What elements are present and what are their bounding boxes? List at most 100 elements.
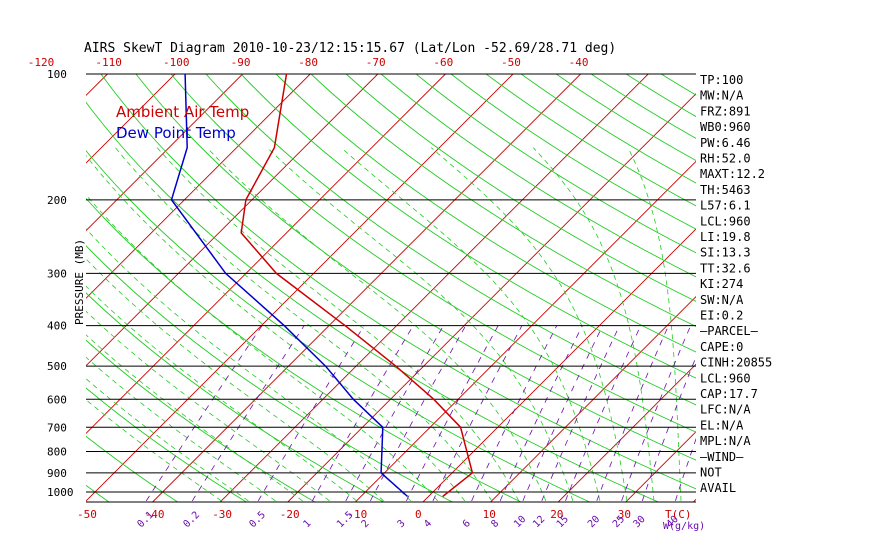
moist-adiabat-line bbox=[627, 147, 682, 501]
mixing-ratio-line bbox=[311, 325, 414, 502]
top-temperature-tick-label: -60 bbox=[433, 56, 453, 69]
x-axis-label-temperature: T(C) bbox=[665, 508, 692, 521]
moist-adiabat-line bbox=[86, 356, 276, 502]
mixing-ratio-line bbox=[145, 325, 263, 502]
stability-index-item: CAP:17.7 bbox=[700, 387, 758, 401]
stability-index-item: CINH:20855 bbox=[700, 356, 772, 370]
temperature-tick-label: -10 bbox=[347, 508, 367, 521]
top-temperature-tick-label: -50 bbox=[501, 56, 521, 69]
mixing-ratio-label: 3 bbox=[396, 518, 408, 530]
moist-adiabat-line bbox=[86, 399, 222, 502]
isotherm-line bbox=[287, 93, 696, 502]
temperature-tick-label: 10 bbox=[483, 508, 496, 521]
isotherm-line bbox=[152, 74, 581, 502]
mixing-ratio-line bbox=[541, 325, 620, 502]
pressure-tick-label: 100 bbox=[47, 68, 67, 81]
mixing-ratio-line bbox=[596, 325, 669, 502]
dry-adiabat-line bbox=[86, 101, 659, 502]
stability-index-item: —PARCEL— bbox=[700, 324, 759, 338]
isotherm-line bbox=[86, 74, 379, 367]
moist-adiabat-line bbox=[206, 147, 547, 502]
moist-adiabat-line bbox=[86, 154, 466, 502]
dry-adiabat-line bbox=[766, 74, 870, 502]
dry-adiabat-line bbox=[86, 484, 110, 502]
mixing-ratio-label: 2 bbox=[360, 518, 372, 530]
stability-index-item: SI:13.3 bbox=[700, 246, 751, 260]
mixing-ratio-line bbox=[406, 325, 499, 502]
stability-index-item: MPL:N/A bbox=[700, 434, 751, 448]
pressure-tick-label: 900 bbox=[47, 467, 67, 480]
legend-ambient-air-temp: Ambient Air Temp bbox=[116, 103, 249, 121]
pressure-tick-label: 500 bbox=[47, 360, 67, 373]
moist-adiabat-line bbox=[86, 334, 303, 502]
stability-index-item: LI:19.8 bbox=[700, 230, 751, 244]
isotherm-line bbox=[761, 74, 870, 502]
dry-adiabat-line bbox=[801, 74, 870, 502]
isotherm-line bbox=[86, 74, 108, 97]
isotherm-line bbox=[86, 74, 514, 502]
pressure-tick-label: 300 bbox=[47, 267, 67, 280]
profile-series bbox=[170, 74, 474, 498]
temperature-tick-label: 30 bbox=[618, 508, 631, 521]
stability-index-item: —WIND— bbox=[700, 450, 744, 464]
pressure-lines bbox=[86, 73, 696, 503]
stability-index-item: TH:5463 bbox=[700, 183, 751, 197]
dry-adiabat-line bbox=[86, 339, 316, 502]
top-temperature-tick-label: -80 bbox=[298, 56, 318, 69]
mixing-ratio-line bbox=[345, 325, 444, 502]
mixing-ratio-label: 6 bbox=[461, 518, 473, 530]
dry-adiabat-line bbox=[520, 74, 696, 184]
dry-adiabat-line bbox=[275, 74, 696, 353]
mixing-ratio-line bbox=[499, 325, 583, 502]
mixing-ratio-line bbox=[432, 325, 523, 502]
dry-adiabat-line bbox=[135, 74, 696, 461]
mixing-ratio-label: 0.2 bbox=[182, 510, 203, 531]
mixing-ratio-label: 10 bbox=[512, 514, 528, 530]
dry-adiabat-line bbox=[415, 74, 696, 254]
isotherm-line bbox=[422, 228, 696, 502]
mixing-ratio-label: 8 bbox=[489, 518, 501, 530]
top-temperature-tick-label: -100 bbox=[163, 56, 190, 69]
mixing-ratio-line bbox=[641, 356, 696, 502]
legend-dew-point-temp: Dew Point Temp bbox=[116, 124, 236, 142]
top-temperature-tick-label: -120 bbox=[28, 56, 55, 69]
stability-index-item: PW:6.46 bbox=[700, 136, 751, 150]
dry-adiabat-line bbox=[86, 150, 590, 502]
top-temperature-tick-label: -90 bbox=[231, 56, 251, 69]
stability-index-item: L57:6.1 bbox=[700, 199, 751, 213]
dry-adiabat-line bbox=[836, 74, 870, 502]
stability-index-item: RH:52.0 bbox=[700, 152, 751, 166]
stability-index-item: LFC:N/A bbox=[700, 403, 751, 417]
stability-index-item: NOT bbox=[700, 466, 722, 480]
y-axis-label: PRESSURE (MB) bbox=[73, 239, 86, 325]
stability-index-item: SW:N/A bbox=[700, 293, 744, 307]
pressure-tick-label: 600 bbox=[47, 393, 67, 406]
top-temperature-tick-label: -110 bbox=[95, 56, 122, 69]
stability-index-item: EL:N/A bbox=[700, 418, 744, 432]
stability-index-item: FRZ:891 bbox=[700, 104, 751, 118]
dry-adiabat-line bbox=[310, 74, 696, 327]
isotherm-line bbox=[0, 74, 40, 502]
mixing-ratio-line bbox=[191, 325, 305, 502]
dry-adiabat-line bbox=[86, 245, 453, 502]
mixing-ratio-line bbox=[565, 325, 641, 502]
mixing-ratio-label: 12 bbox=[531, 514, 547, 530]
temperature-tick-label: -20 bbox=[280, 508, 300, 521]
dry-adiabat-line bbox=[240, 74, 696, 379]
temperature-tick-label: -30 bbox=[212, 508, 232, 521]
x-axis-label-mixing-ratio: W(g/kg) bbox=[663, 521, 705, 532]
isotherm-line bbox=[557, 363, 696, 502]
moist-adiabat-line bbox=[86, 378, 249, 502]
stability-index-item: LCL:960 bbox=[700, 214, 751, 228]
temperature-tick-label: 0 bbox=[415, 508, 422, 521]
mixing-ratio-line bbox=[370, 325, 467, 502]
isotherm-line bbox=[86, 74, 176, 164]
dry-adiabat-line bbox=[450, 74, 696, 230]
isotherm-line bbox=[829, 74, 870, 502]
temperature-tick-label: -40 bbox=[145, 508, 165, 521]
mixing-ratio-label: 30 bbox=[631, 514, 647, 530]
dry-adiabat-line bbox=[380, 74, 696, 278]
ambient-air-temp-line bbox=[240, 74, 474, 498]
dry-adiabat-line bbox=[86, 387, 247, 502]
temperature-tick-label: -50 bbox=[77, 508, 97, 521]
